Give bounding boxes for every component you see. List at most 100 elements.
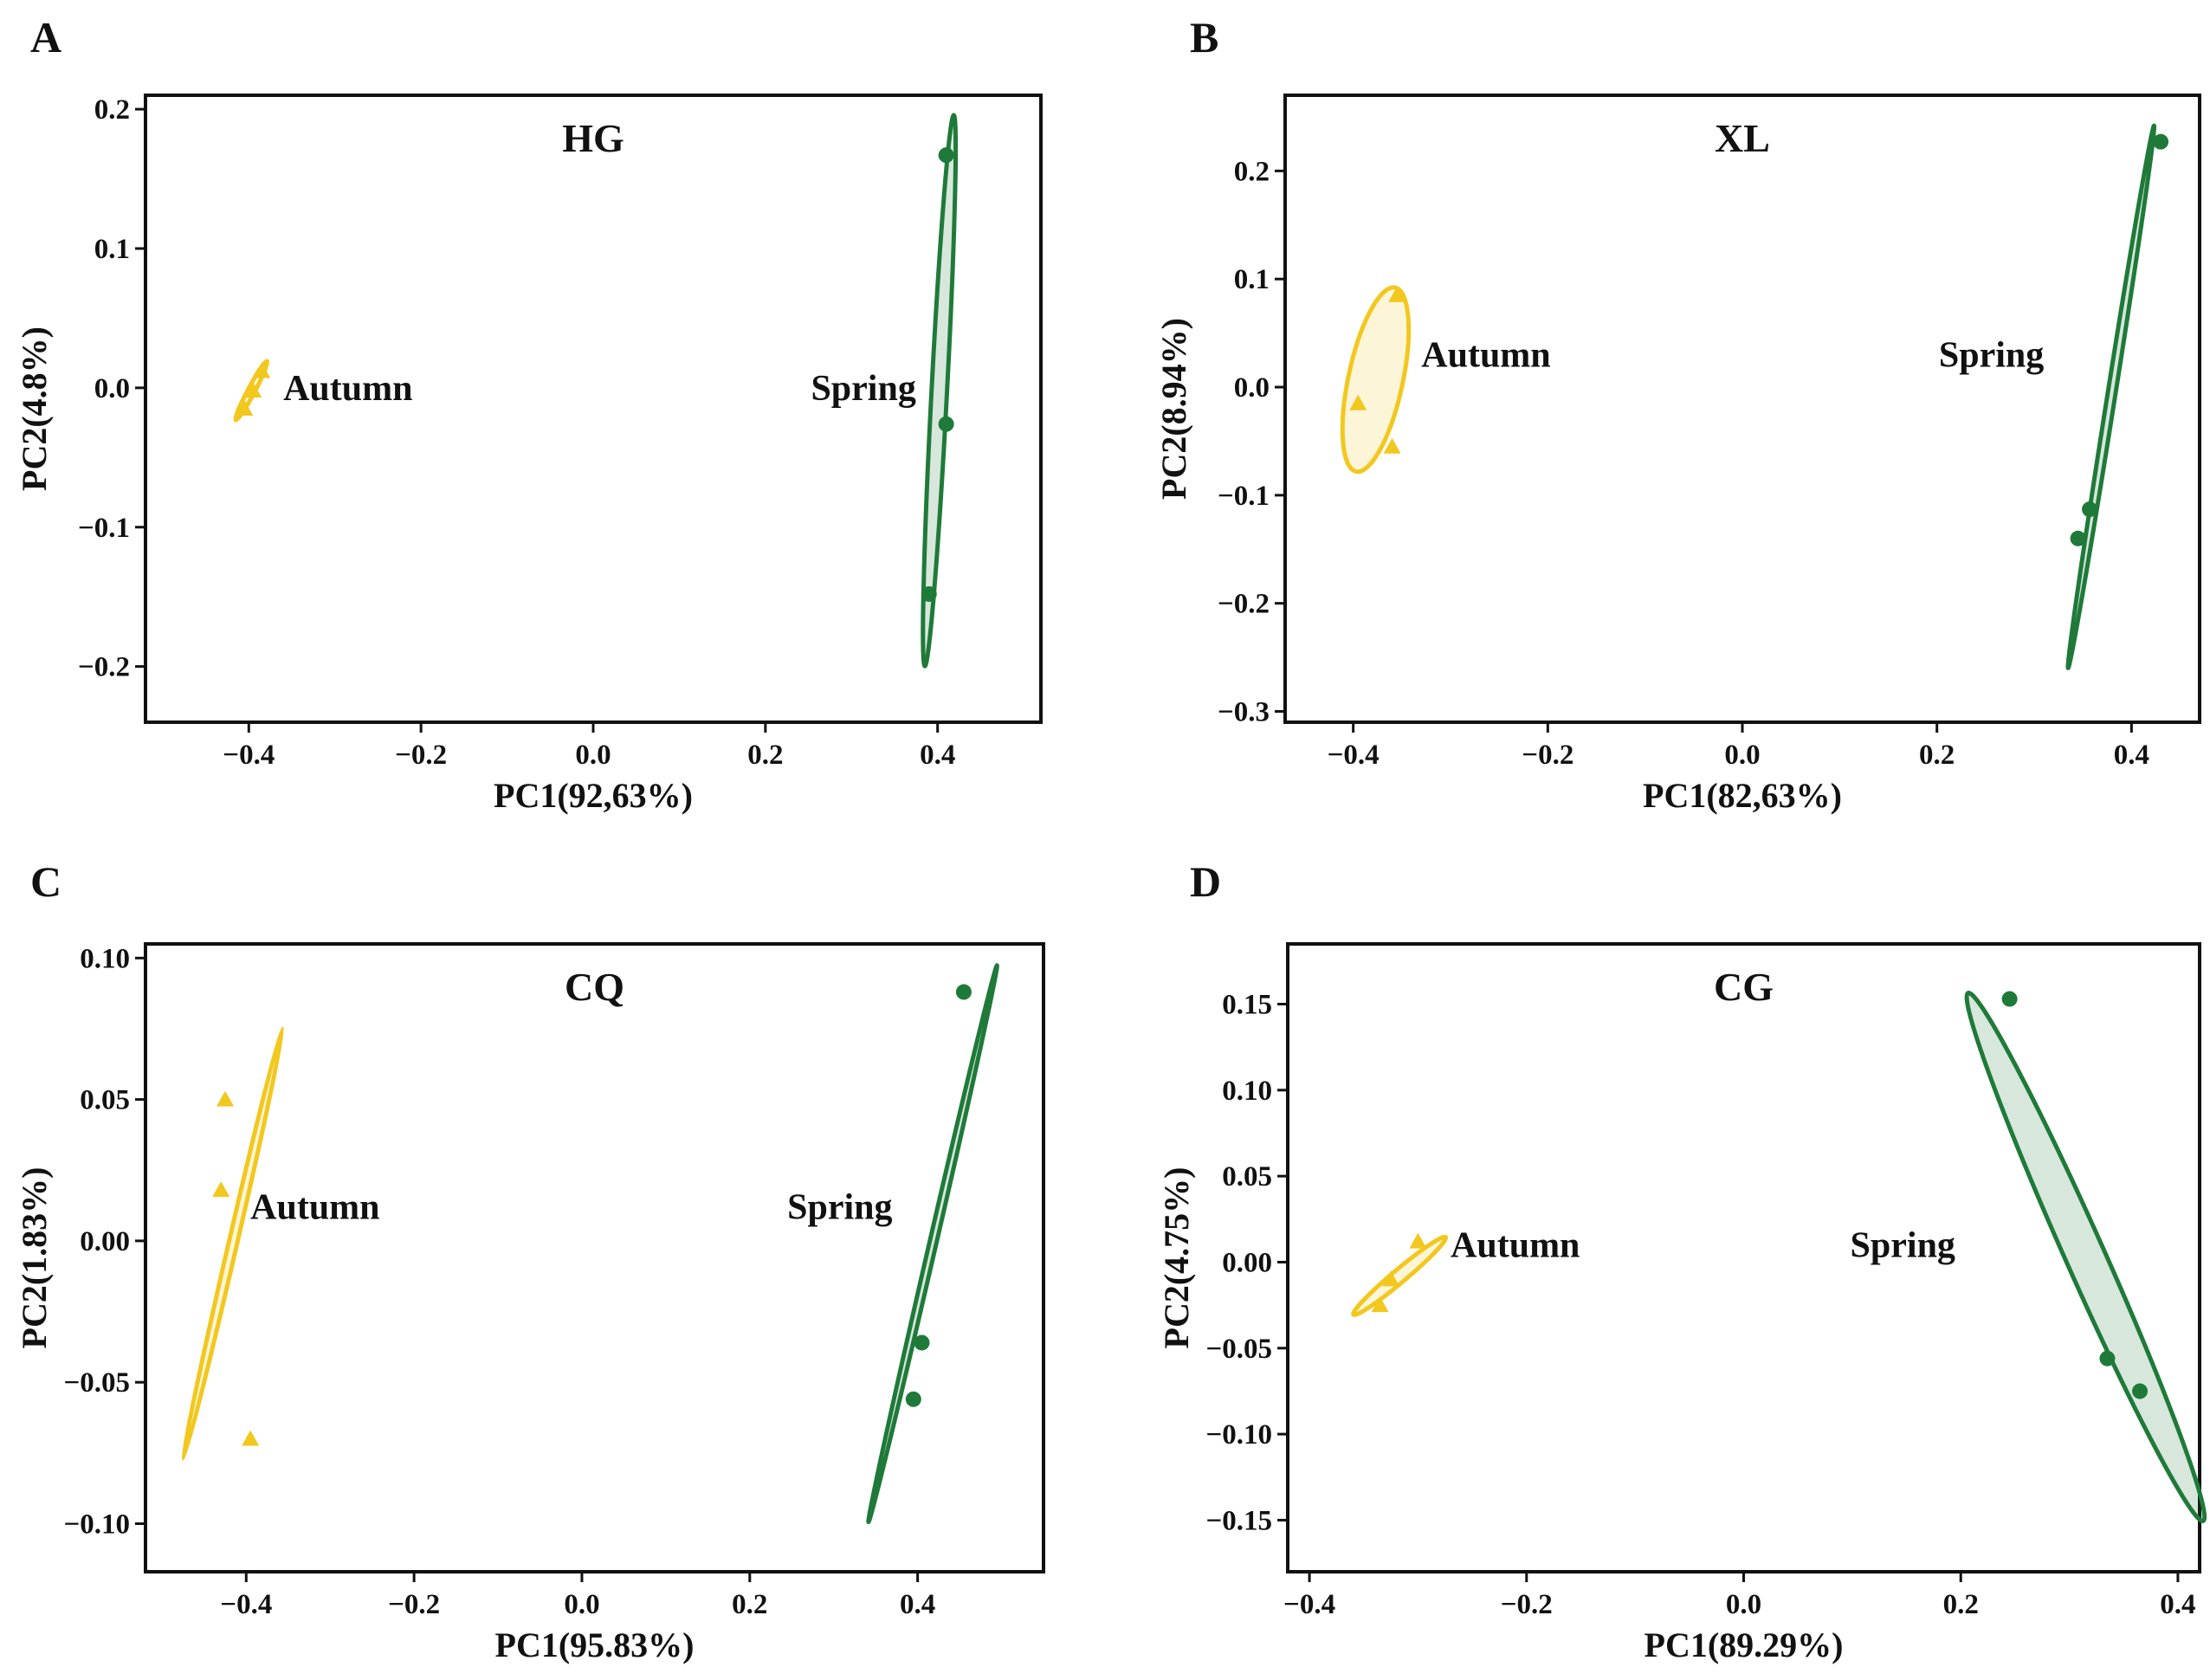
group-label: Spring	[1851, 1226, 1955, 1266]
y-axis-title: PC2(4.8%)	[15, 326, 54, 491]
y-tick-label: −0.05	[1205, 1334, 1272, 1365]
confidence-ellipse	[866, 963, 999, 1525]
confidence-ellipse	[1351, 1234, 1449, 1317]
data-point	[914, 1334, 930, 1351]
x-tick-label: −0.4	[1328, 740, 1380, 771]
x-tick-label: 0.2	[1943, 1589, 1979, 1620]
y-axis-title: PC2(8.94%)	[1154, 318, 1193, 500]
data-point	[1382, 1270, 1400, 1287]
data-point	[212, 1181, 230, 1198]
x-tick-label: 0.4	[920, 740, 955, 771]
x-tick-label: 0.0	[575, 740, 611, 771]
x-tick-label: −0.2	[1501, 1589, 1553, 1620]
data-point	[938, 416, 954, 432]
y-tick-label: 0.00	[1222, 1247, 1272, 1278]
y-tick-label: 0.1	[94, 234, 130, 265]
x-tick-label: −0.2	[1522, 740, 1573, 771]
x-tick-label: 0.2	[747, 740, 783, 771]
data-point	[253, 362, 271, 378]
confidence-ellipse	[180, 1026, 285, 1461]
plot-frame	[144, 942, 1045, 1573]
series-spring: Spring	[1939, 123, 2169, 670]
y-axis-title: PC2(1.83%)	[15, 1167, 54, 1349]
confidence-ellipse	[1340, 285, 1412, 475]
series-autumn: Autumn	[1351, 1226, 1580, 1317]
group-label: Spring	[1939, 336, 2044, 376]
y-tick-label: 0.00	[80, 1226, 130, 1257]
data-point	[2099, 1350, 2116, 1367]
y-tick-label: −0.10	[1205, 1419, 1272, 1451]
data-point	[921, 585, 937, 602]
x-tick-label: −0.4	[1283, 1589, 1335, 1620]
panel-a: A HG −0.4 −0.2 0.0 0.2 0.4 0.2 0.1 0.0 −0.1 −0.2 PC1…	[15, 13, 1043, 815]
data-point	[2001, 991, 2018, 1007]
y-tick-label: −0.15	[1205, 1505, 1272, 1536]
y-tick-label: −0.10	[63, 1509, 130, 1540]
group-label: Spring	[787, 1188, 892, 1228]
group-label: Autumn	[1451, 1226, 1580, 1266]
x-tick-label: 0.4	[900, 1589, 935, 1620]
panel-d: D CG −0.4 −0.2 0.0 0.2 0.4 0.15 0.10 0.05 0.00 −0.0…	[1157, 857, 2207, 1664]
plot-title: HG	[562, 116, 624, 160]
panel-letter: A	[30, 13, 61, 61]
y-tick-label: 0.2	[1234, 156, 1270, 187]
series-autumn: Autumn	[233, 359, 412, 423]
x-axis-title: PC1(95.83%)	[495, 1625, 695, 1664]
series-autumn: Autumn	[180, 1026, 380, 1461]
y-tick-label: −0.1	[78, 513, 130, 544]
data-point	[1409, 1232, 1427, 1249]
x-tick-label: −0.4	[220, 1589, 272, 1620]
panel-letter: B	[1190, 13, 1218, 61]
y-tick-label: 0.05	[1222, 1161, 1272, 1192]
group-label: Spring	[811, 369, 915, 409]
y-tick-label: −0.2	[1218, 589, 1270, 620]
x-tick-label: −0.2	[395, 740, 447, 771]
data-point	[938, 147, 954, 164]
data-point	[2153, 133, 2169, 150]
series-spring: Spring	[1851, 991, 2207, 1523]
group-label: Autumn	[250, 1188, 379, 1228]
data-point	[1383, 437, 1401, 454]
series-spring: Spring	[787, 963, 999, 1525]
plot-title: CQ	[565, 965, 624, 1009]
series-spring: Spring	[811, 113, 959, 669]
y-tick-label: 0.0	[94, 373, 130, 404]
x-tick-label: 0.0	[564, 1589, 599, 1620]
x-tick-label: 0.2	[732, 1589, 767, 1620]
x-tick-label: 0.0	[1724, 740, 1760, 771]
confidence-ellipse	[921, 113, 959, 669]
x-axis-title: PC1(89.29%)	[1645, 1625, 1844, 1664]
y-tick-label: 0.10	[1222, 1076, 1272, 1107]
x-axis-title: PC1(82,63%)	[1643, 776, 1842, 815]
x-tick-label: 0.4	[2160, 1589, 2195, 1620]
data-point	[1388, 286, 1406, 302]
x-axis-title: PC1(92,63%)	[494, 776, 693, 815]
y-tick-label: 0.05	[80, 1085, 130, 1116]
y-tick-label: 0.15	[1222, 990, 1272, 1021]
data-point	[236, 400, 254, 416]
group-label: Autumn	[283, 369, 412, 409]
data-point	[2082, 501, 2098, 518]
y-tick-label: 0.1	[1234, 264, 1270, 295]
series-autumn: Autumn	[1340, 285, 1551, 475]
data-point	[244, 382, 262, 398]
data-point	[905, 1391, 921, 1407]
data-point	[2132, 1383, 2149, 1399]
x-tick-label: 0.2	[1919, 740, 1955, 771]
panel-letter: C	[30, 857, 61, 906]
plot-title: CG	[1714, 965, 1774, 1009]
y-axis-title: PC2(4.75%)	[1157, 1167, 1196, 1349]
x-tick-label: 0.0	[1726, 1589, 1761, 1620]
y-tick-label: −0.05	[63, 1367, 130, 1399]
data-point	[1371, 1296, 1389, 1313]
confidence-ellipse	[2065, 123, 2157, 670]
data-point	[2070, 530, 2086, 546]
group-label: Autumn	[1421, 336, 1550, 376]
panel-c: C CQ −0.4 −0.2 0.0 0.2 0.4 0.10 0.05 0.00 −0.05 −0.…	[15, 857, 1045, 1664]
y-tick-label: −0.3	[1218, 697, 1270, 728]
data-point	[242, 1430, 260, 1446]
x-tick-label: 0.4	[2114, 740, 2149, 771]
y-tick-label: −0.2	[78, 652, 130, 683]
